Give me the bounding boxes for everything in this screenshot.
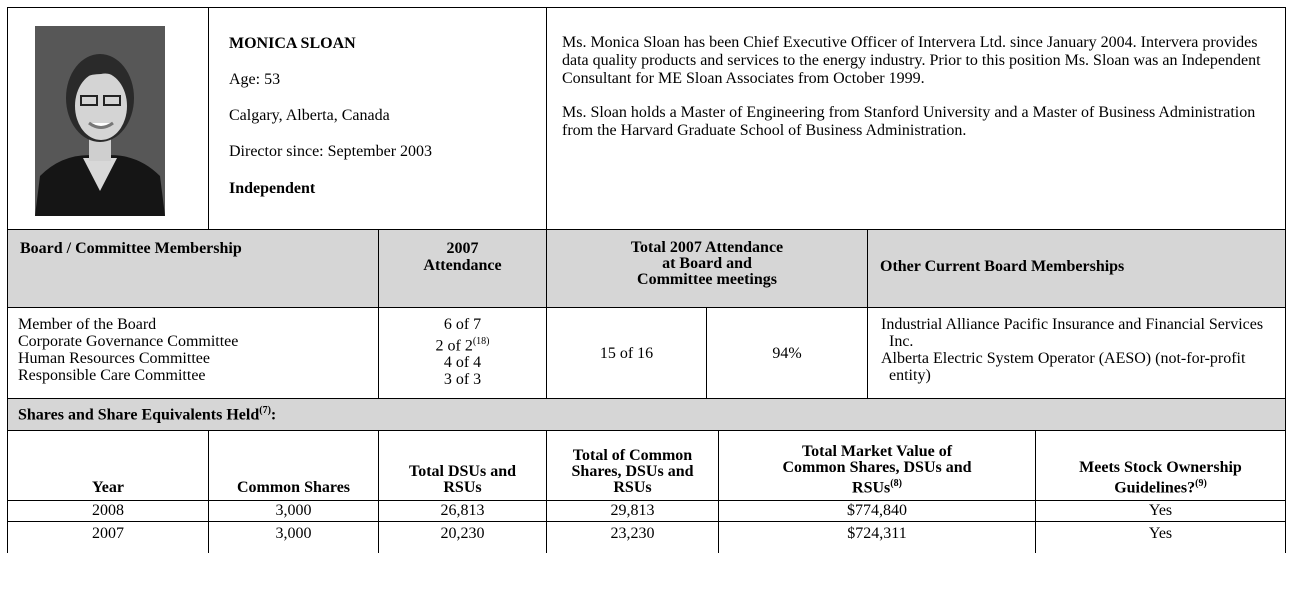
committee-name: Corporate Governance Committee [18,333,368,350]
column-header: Year [7,430,209,501]
committee-attendance: 6 of 7 [379,316,546,333]
footnote: (8) [890,478,902,489]
other-boards: Industrial Alliance Pacific Insurance an… [867,307,1286,399]
column-header: Common Shares [208,430,379,501]
footnote: (7) [259,405,271,416]
share-cell: Yes [1035,500,1286,522]
header-cell: Other Current Board Memberships [867,229,1286,308]
share-cell: 2007 [7,521,209,553]
column-header-text: Meets Stock Ownership Guidelines?(9) [1076,460,1245,496]
photo [35,26,165,216]
header-cell: Total 2007 Attendance at Board and Commi… [546,229,868,308]
committee-attendance: 2 of 2(18) [379,333,546,354]
share-cell: 3,000 [208,521,379,553]
total-attendance: 15 of 16 [546,307,707,399]
share-cell: Yes [1035,521,1286,553]
other-board: Alberta Electric System Operator (AESO) … [881,350,1265,384]
column-header-text: Total Market Value of Common Shares, DSU… [779,444,975,496]
shares-title: Shares and Share Equivalents Held(7): [7,398,1286,431]
bio-cell: MONICA SLOAN Age: 53 Calgary, Alberta, C… [208,7,547,230]
share-cell: 3,000 [208,500,379,522]
column-header: Total of Common Shares, DSUs and RSUs [546,430,719,501]
column-header-text: Total DSUs and RSUs [399,464,526,496]
footnote: (18) [473,336,490,347]
footnote: (9) [1195,478,1207,489]
attendance-value: 3 of 3 [444,371,481,388]
share-cell: 26,813 [378,500,547,522]
photo-cell [7,7,209,230]
share-cell: 23,230 [546,521,719,553]
attendance-value: 4 of 4 [444,354,481,371]
other-board: Industrial Alliance Pacific Insurance an… [881,316,1265,350]
committee-name: Member of the Board [18,316,368,333]
name: MONICA SLOAN [229,35,356,53]
column-header-text: Common Shares [237,480,350,496]
column-header: Total Market Value of Common Shares, DSU… [718,430,1036,501]
column-header-text: Year [92,480,124,496]
attendance-value: 6 of 7 [444,316,481,333]
bio-text-cell: Ms. Monica Sloan has been Chief Executiv… [546,7,1286,230]
attendance-value: 2 of 2 [436,337,473,354]
share-cell: 29,813 [546,500,719,522]
column-header-text: Total of Common Shares, DSUs and RSUs [557,448,708,496]
share-cell: 2008 [7,500,209,522]
committee-attendance: 4 of 4 [379,354,546,371]
location: Calgary, Alberta, Canada [229,107,390,125]
share-cell: $724,311 [718,521,1036,553]
status: Independent [229,180,315,198]
director-since: Director since: September 2003 [229,143,432,161]
shares-title-suffix: : [271,406,276,423]
total-percent: 94% [706,307,868,399]
header-cell: 2007 Attendance [378,229,547,308]
shares-title-text: Shares and Share Equivalents Held [18,406,259,423]
share-cell: 20,230 [378,521,547,553]
committee-name: Responsible Care Committee [18,367,368,384]
header-cell: Board / Committee Membership [7,229,379,308]
age: Age: 53 [229,71,280,89]
column-header: Total DSUs and RSUs [378,430,547,501]
column-header: Meets Stock Ownership Guidelines?(9) [1035,430,1286,501]
committee-attendance: 3 of 3 [379,371,546,388]
share-cell: $774,840 [718,500,1036,522]
committee-name: Human Resources Committee [18,350,368,367]
bio-paragraph: Ms. Sloan holds a Master of Engineering … [562,104,1271,140]
bio-paragraph: Ms. Monica Sloan has been Chief Executiv… [562,34,1271,88]
page: MONICA SLOAN Age: 53 Calgary, Alberta, C… [0,0,1293,604]
